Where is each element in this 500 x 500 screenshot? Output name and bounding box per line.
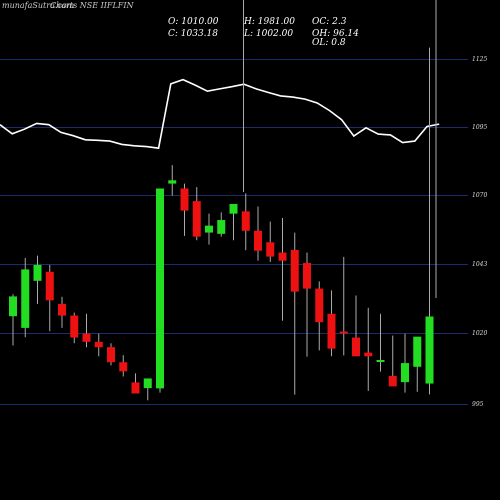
candle-body-up: [413, 336, 422, 367]
candle-body-down: [303, 262, 311, 289]
candle-body-down: [241, 211, 250, 231]
candle-body-up: [217, 220, 226, 234]
candle-body-up: [425, 316, 434, 384]
candle-body-down: [352, 337, 360, 357]
watermark: munafaSutra.com: [2, 1, 75, 10]
y-tick-label: 1125: [472, 56, 487, 63]
candle-body-down: [94, 341, 103, 348]
close-line: [0, 78, 440, 150]
candle: [205, 213, 213, 245]
y-tick-label: 1020: [472, 330, 487, 337]
chart-title: Charts NSE IIFLFIN: [50, 1, 134, 10]
y-axis-ticks: 1125 1095 1070 1043 1020 995: [472, 56, 487, 408]
candle: [45, 264, 54, 332]
candle-body-down: [82, 333, 91, 342]
candle-body-down: [339, 331, 348, 334]
candle-body-down: [290, 249, 299, 292]
candle-body-down: [364, 352, 373, 357]
oh-value: OH: 96.14: [312, 29, 359, 39]
close-line-layer: [0, 78, 440, 150]
candle-body-up: [156, 188, 164, 389]
candle-body-down: [192, 201, 201, 237]
candle-body-down: [180, 188, 189, 211]
candle-body-up: [168, 180, 177, 184]
candle-body-down: [58, 303, 66, 316]
candle: [376, 313, 385, 372]
candle: [9, 294, 17, 346]
candle: [58, 296, 66, 328]
candle: [229, 203, 238, 241]
candle: [21, 257, 30, 338]
candle: [352, 295, 360, 357]
candle: [33, 255, 42, 304]
candle-body-down: [70, 315, 79, 338]
candle: [192, 187, 201, 241]
candle: [119, 355, 128, 377]
candle: [143, 378, 152, 401]
candle-body-down: [45, 271, 54, 301]
oc-value: OC: 2.3: [312, 17, 347, 27]
low-value: L: 1002.00: [243, 29, 293, 39]
candle: [425, 47, 434, 395]
candle: [327, 290, 336, 357]
candle: [107, 343, 115, 366]
candle: [131, 373, 140, 394]
candle-body-down: [315, 288, 324, 323]
candle-body-down: [278, 252, 287, 261]
candle-body-down: [119, 362, 128, 372]
candle-body-down: [327, 313, 336, 349]
ol-value: OL: 0.8: [312, 38, 346, 48]
candle-body-down: [107, 347, 115, 363]
candle-body-down: [131, 382, 140, 394]
candle: [241, 193, 250, 251]
candle-body-down: [388, 375, 397, 387]
y-tick-label: 995: [472, 401, 484, 408]
high-value: H: 1981.00: [243, 17, 295, 27]
candle: [70, 312, 79, 344]
y-tick-label: 1043: [472, 261, 487, 268]
candle: [401, 333, 409, 393]
candle-body-up: [143, 378, 152, 389]
candle: [266, 221, 275, 262]
candle-body-up: [33, 264, 42, 281]
candle-body-up: [205, 225, 213, 233]
candle: [94, 333, 103, 357]
candle: [388, 335, 397, 387]
candle-body-up: [401, 363, 409, 383]
candle: [303, 252, 311, 357]
close-value: C: 1033.18: [168, 29, 218, 39]
candle-body-up: [9, 296, 17, 317]
candle: [254, 206, 262, 261]
candle: [364, 307, 373, 391]
candle: [82, 313, 91, 348]
candle: [315, 281, 324, 351]
candle: [278, 218, 287, 321]
candles-layer: [9, 47, 434, 401]
candle: [156, 188, 164, 393]
candle: [168, 165, 177, 196]
candle-body-down: [254, 230, 262, 251]
candle: [413, 336, 422, 392]
candle-body-up: [229, 203, 238, 214]
candle: [339, 256, 348, 356]
open-value: O: 1010.00: [168, 17, 219, 27]
candle: [290, 232, 299, 395]
candle-body-down: [266, 242, 275, 257]
candle-body-up: [21, 269, 30, 328]
candle-body-up: [376, 359, 385, 362]
candle: [180, 183, 189, 236]
y-tick-label: 1070: [472, 192, 487, 199]
candle: [217, 212, 226, 237]
y-tick-label: 1095: [472, 124, 487, 131]
